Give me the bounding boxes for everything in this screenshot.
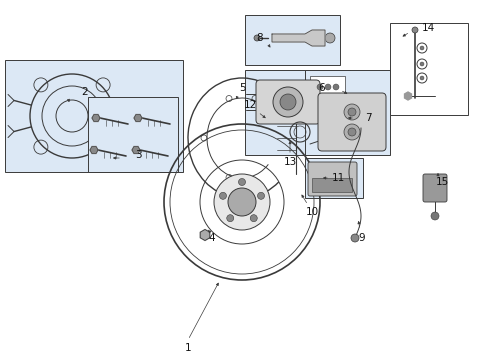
- Circle shape: [325, 84, 331, 90]
- Text: 15: 15: [436, 177, 449, 187]
- Text: 6: 6: [318, 83, 325, 93]
- Circle shape: [227, 215, 234, 222]
- Bar: [312, 178, 352, 192]
- Circle shape: [420, 62, 424, 66]
- Circle shape: [258, 192, 265, 199]
- Circle shape: [214, 174, 270, 230]
- Circle shape: [333, 84, 339, 90]
- Bar: [390, 23, 468, 115]
- FancyBboxPatch shape: [423, 174, 447, 202]
- Text: 7: 7: [365, 113, 371, 123]
- Text: 8: 8: [257, 33, 263, 43]
- Circle shape: [420, 76, 424, 80]
- Text: 9: 9: [359, 233, 366, 243]
- Text: 3: 3: [135, 150, 141, 160]
- FancyBboxPatch shape: [308, 162, 357, 196]
- Circle shape: [280, 94, 296, 110]
- FancyBboxPatch shape: [318, 93, 386, 151]
- Circle shape: [431, 212, 439, 220]
- Circle shape: [344, 124, 360, 140]
- Circle shape: [250, 215, 257, 222]
- Polygon shape: [405, 92, 412, 100]
- Text: 2: 2: [82, 87, 88, 97]
- Polygon shape: [272, 30, 325, 46]
- Text: 13: 13: [283, 157, 296, 167]
- Bar: [88, 97, 178, 172]
- Circle shape: [325, 33, 335, 43]
- Circle shape: [348, 128, 356, 136]
- Circle shape: [420, 46, 424, 50]
- Text: 1: 1: [185, 343, 191, 353]
- Bar: [305, 158, 363, 198]
- Circle shape: [317, 84, 323, 90]
- Circle shape: [273, 87, 303, 117]
- Text: 10: 10: [305, 207, 318, 217]
- Circle shape: [344, 104, 360, 120]
- Bar: [305, 70, 390, 155]
- Polygon shape: [200, 230, 210, 240]
- Circle shape: [348, 108, 356, 116]
- Circle shape: [202, 232, 208, 238]
- Polygon shape: [132, 147, 140, 153]
- Circle shape: [412, 27, 418, 33]
- Circle shape: [220, 192, 226, 199]
- Circle shape: [351, 234, 359, 242]
- Text: 11: 11: [331, 173, 344, 183]
- Polygon shape: [92, 114, 100, 121]
- Bar: [310, 76, 345, 98]
- Circle shape: [254, 35, 260, 41]
- Text: 14: 14: [421, 23, 435, 33]
- Circle shape: [239, 179, 245, 185]
- Text: 12: 12: [244, 100, 257, 110]
- Text: 4: 4: [209, 233, 215, 243]
- Bar: [245, 15, 340, 65]
- Bar: [245, 70, 350, 155]
- Circle shape: [228, 188, 256, 216]
- Text: 5: 5: [239, 83, 245, 93]
- Polygon shape: [134, 114, 142, 121]
- FancyBboxPatch shape: [256, 80, 320, 124]
- Polygon shape: [90, 147, 98, 153]
- Bar: [5, 60, 183, 172]
